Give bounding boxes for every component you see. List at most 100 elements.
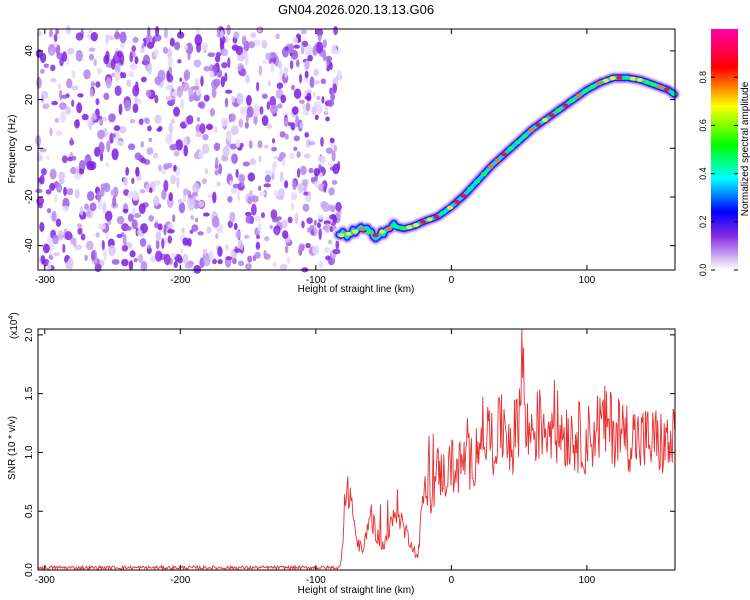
noise-blob xyxy=(42,243,50,254)
noise-blob xyxy=(135,166,140,177)
noise-blob xyxy=(39,52,47,63)
noise-blob xyxy=(245,74,250,84)
noise-blob xyxy=(252,195,259,203)
noise-blob xyxy=(184,72,189,82)
noise-blob xyxy=(283,117,289,128)
noise-blob xyxy=(50,64,56,72)
noise-blob xyxy=(270,61,275,73)
ridge-core xyxy=(562,103,569,108)
noise-blob xyxy=(166,84,171,91)
ridge-core xyxy=(494,158,501,163)
noise-blob xyxy=(231,95,236,104)
x-tick-label: -200 xyxy=(170,275,190,286)
noise-blob xyxy=(299,99,305,104)
noise-blob xyxy=(266,101,271,110)
noise-blob xyxy=(226,196,233,203)
noise-blob xyxy=(245,215,252,224)
noise-blob xyxy=(59,111,67,123)
noise-blob xyxy=(134,191,140,201)
noise-blob xyxy=(162,46,169,54)
noise-blob xyxy=(309,224,315,231)
noise-blob xyxy=(271,172,275,180)
noise-blob xyxy=(74,188,80,200)
noise-blob xyxy=(257,223,262,234)
noise-blob xyxy=(129,118,136,124)
noise-blob xyxy=(277,60,283,70)
noise-blob xyxy=(132,36,139,44)
noise-blob xyxy=(298,73,303,84)
noise-blob xyxy=(88,121,92,131)
noise-blob xyxy=(140,76,147,83)
noise-blob xyxy=(193,59,202,68)
ridge-core xyxy=(528,128,535,133)
noise-blob xyxy=(282,158,286,167)
noise-blob xyxy=(184,262,193,269)
noise-blob xyxy=(194,34,203,47)
noise-blob xyxy=(131,45,136,53)
noise-blob xyxy=(333,25,338,36)
ridge-core xyxy=(358,227,365,232)
spectrogram-y-label: Frequency (Hz) xyxy=(7,115,18,184)
spectrogram-noise-region xyxy=(34,24,343,274)
noise-blob xyxy=(206,124,213,130)
noise-blob xyxy=(121,244,129,252)
noise-blob xyxy=(112,196,117,207)
noise-blob xyxy=(39,147,47,153)
noise-blob xyxy=(61,51,68,62)
noise-blob xyxy=(224,72,228,82)
noise-blob xyxy=(331,179,338,186)
noise-blob xyxy=(214,55,221,63)
noise-blob xyxy=(284,180,289,189)
noise-blob xyxy=(139,238,147,247)
noise-blob xyxy=(84,254,88,261)
noise-blob xyxy=(329,214,337,220)
noise-blob xyxy=(155,239,160,250)
noise-blob xyxy=(155,230,162,242)
noise-blob xyxy=(114,64,121,74)
noise-blob xyxy=(335,240,340,250)
noise-blob xyxy=(237,260,245,267)
noise-blob xyxy=(280,94,287,104)
noise-blob xyxy=(140,157,147,164)
noise-blob xyxy=(240,180,245,187)
noise-blob xyxy=(321,96,325,104)
noise-blob xyxy=(287,216,293,224)
noise-blob xyxy=(239,106,247,116)
noise-blob xyxy=(127,143,136,151)
noise-blob xyxy=(105,33,109,45)
noise-blob xyxy=(232,183,240,189)
noise-blob xyxy=(54,194,58,204)
noise-blob xyxy=(220,76,226,88)
noise-blob xyxy=(271,138,276,144)
noise-blob xyxy=(275,33,280,40)
noise-blob xyxy=(335,201,342,212)
noise-blob xyxy=(187,48,191,61)
spectrogram-x-ticks: -300 -200 -100 0 100 xyxy=(35,29,596,286)
noise-blob xyxy=(264,174,272,183)
ridge-core xyxy=(629,76,636,81)
noise-blob xyxy=(35,188,43,194)
noise-blob xyxy=(100,183,109,190)
noise-blob xyxy=(104,210,113,222)
noise-blob xyxy=(199,123,206,135)
ridge-core xyxy=(663,87,670,92)
noise-blob xyxy=(88,47,96,52)
noise-blob xyxy=(313,219,317,226)
noise-blob xyxy=(65,25,71,35)
noise-blob xyxy=(148,137,153,143)
noise-blob xyxy=(127,190,133,199)
noise-blob xyxy=(116,233,123,239)
noise-blob xyxy=(233,248,242,253)
noise-blob xyxy=(218,163,223,175)
noise-blob xyxy=(170,253,177,258)
noise-blob xyxy=(233,31,240,39)
noise-blob xyxy=(325,255,331,261)
noise-blob xyxy=(76,102,83,114)
noise-blob xyxy=(269,224,273,230)
noise-blob xyxy=(147,62,152,75)
noise-blob xyxy=(153,152,159,159)
ridge-core xyxy=(623,75,630,80)
noise-blob xyxy=(66,188,74,196)
noise-blob xyxy=(110,189,115,197)
noise-blob xyxy=(169,144,178,151)
